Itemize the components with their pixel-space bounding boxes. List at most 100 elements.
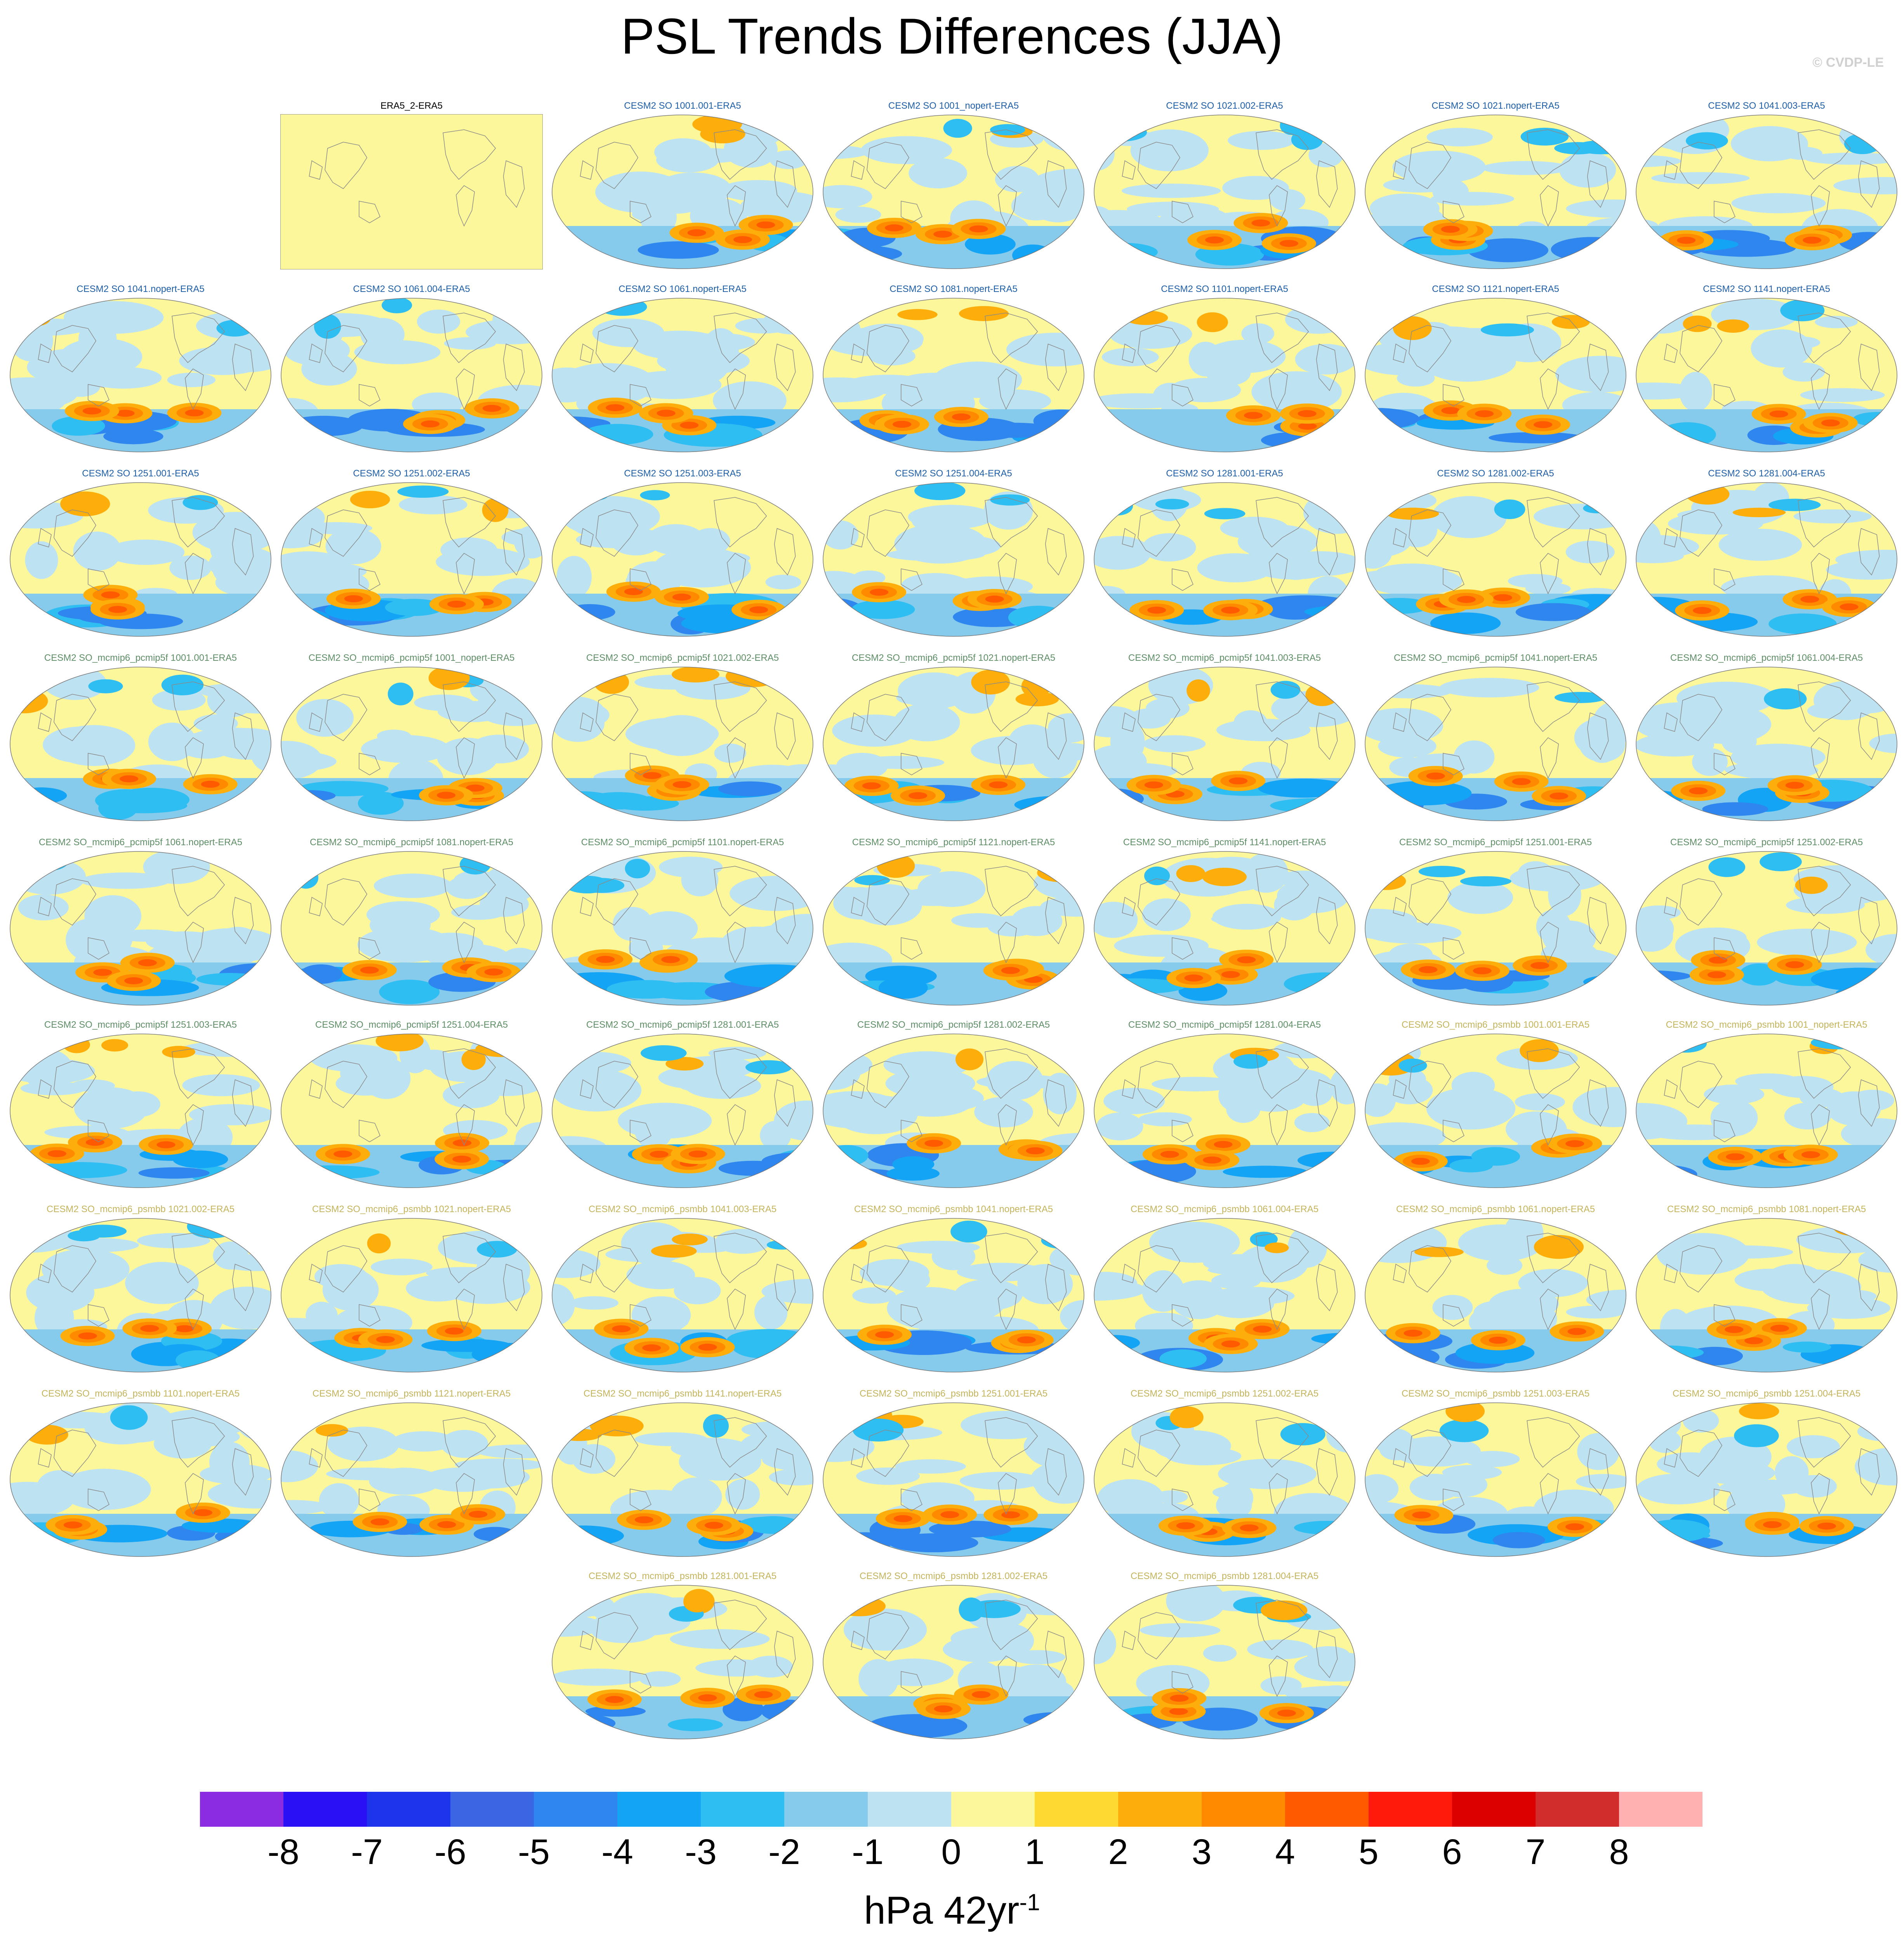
field-blob — [897, 309, 938, 320]
field-blob — [562, 490, 608, 502]
map-panel: CESM2 SO_mcmip6_pcmip5f 1281.002-ERA5 — [818, 1019, 1089, 1190]
field-blob — [376, 1336, 395, 1343]
field-blob — [1739, 1403, 1779, 1419]
map-border — [552, 1585, 813, 1739]
field-blob — [1155, 499, 1189, 510]
field-blob — [1258, 778, 1349, 798]
coastline — [901, 1489, 922, 1511]
field-blob — [32, 851, 69, 871]
coastline — [985, 1233, 1038, 1284]
coastline — [1540, 553, 1559, 594]
map-border — [552, 298, 813, 452]
coastline — [1811, 1289, 1830, 1330]
field-blob — [626, 1261, 695, 1289]
coastline — [54, 1430, 96, 1477]
coastline — [1714, 1304, 1735, 1327]
map-plot — [552, 298, 813, 452]
field-blob — [1636, 609, 1673, 627]
coastline — [1045, 343, 1067, 391]
coastline — [503, 1448, 525, 1496]
coastline — [596, 142, 638, 189]
coastline — [1664, 528, 1678, 547]
field-blob — [672, 593, 691, 601]
field-blob — [1221, 971, 1240, 978]
map-border — [552, 1402, 813, 1557]
field-blob — [1204, 340, 1286, 373]
field-blob — [10, 858, 35, 875]
map-panel: CESM2 SO_mcmip6_pcmip5f 1251.004-ERA5 — [276, 1019, 547, 1190]
map-plot — [823, 667, 1084, 821]
panel-label: CESM2 SO_mcmip6_pcmip5f 1081.nopert-ERA5 — [309, 837, 514, 848]
field-blob — [1102, 497, 1133, 516]
map-panel: CESM2 SO_mcmip6_pcmip5f 1251.001-ERA5 — [1360, 837, 1631, 1008]
field-blob — [161, 674, 204, 695]
field-blob — [957, 1263, 1046, 1282]
coastline — [1138, 509, 1180, 557]
coastline — [1256, 1600, 1309, 1650]
field-blob — [125, 1262, 199, 1304]
coastline — [714, 1600, 767, 1650]
field-blob — [943, 1636, 1018, 1663]
field-blob — [642, 1344, 661, 1352]
field-blob — [1222, 176, 1289, 200]
field-blob — [281, 427, 323, 450]
coastline — [596, 1612, 638, 1659]
colorbar-tick-label: 7 — [1525, 1832, 1546, 1872]
field-blob — [1554, 692, 1607, 703]
field-blob — [674, 1277, 721, 1305]
coastline — [309, 343, 323, 363]
coastline — [1540, 922, 1559, 963]
coastline — [1409, 142, 1451, 189]
map-plot — [1636, 1034, 1897, 1188]
field-blob — [1392, 151, 1486, 184]
field-blob — [124, 977, 143, 985]
field-blob — [1432, 1295, 1473, 1320]
coastline — [1540, 185, 1559, 227]
coastline — [1172, 937, 1193, 960]
coastline — [1138, 1245, 1180, 1292]
field-blob — [428, 667, 470, 690]
map-border — [823, 298, 1084, 452]
coastline — [1138, 1612, 1180, 1659]
coastline — [1527, 681, 1580, 732]
field-blob — [971, 670, 1010, 695]
coastline — [1122, 1263, 1136, 1283]
coastline — [1664, 343, 1678, 363]
field-blob — [1240, 1524, 1259, 1532]
panel-label: CESM2 SO 1081.nopert-ERA5 — [889, 284, 1018, 294]
coastline — [1443, 201, 1464, 223]
field-blob — [862, 782, 881, 789]
coastline — [1045, 712, 1067, 760]
map-plot — [1636, 1402, 1897, 1557]
field-blob — [858, 1659, 899, 1699]
field-blob — [741, 1421, 813, 1438]
coastline — [456, 1289, 475, 1330]
coastline — [172, 681, 225, 732]
coastline — [172, 866, 225, 917]
field-blob — [1805, 153, 1897, 165]
coastline — [901, 568, 922, 591]
field-blob — [182, 1074, 260, 1096]
coastline — [1316, 896, 1338, 945]
map-border — [1094, 1218, 1355, 1372]
field-blob — [823, 985, 858, 999]
field-blob — [1576, 1474, 1626, 1489]
coastline — [998, 185, 1017, 227]
map-border — [10, 667, 271, 821]
coastline — [359, 937, 380, 960]
field-blob — [1169, 1406, 1204, 1428]
field-blob — [1841, 1118, 1897, 1150]
field-blob — [564, 876, 610, 894]
coastline — [1045, 1448, 1067, 1496]
field-blob — [990, 494, 1030, 506]
coastline — [774, 712, 796, 760]
field-blob — [1015, 1408, 1084, 1437]
map-border — [1365, 115, 1626, 269]
field-blob — [909, 158, 968, 189]
field-blob — [10, 377, 78, 410]
map-border — [823, 1402, 1084, 1557]
panel-label: CESM2 SO_mcmip6_psmbb 1041.nopert-ERA5 — [854, 1204, 1053, 1214]
colorbar-box — [951, 1792, 1035, 1827]
coastline — [1587, 528, 1609, 576]
map-panel: CESM2 SO 1121.nopert-ERA5 — [1360, 283, 1631, 454]
